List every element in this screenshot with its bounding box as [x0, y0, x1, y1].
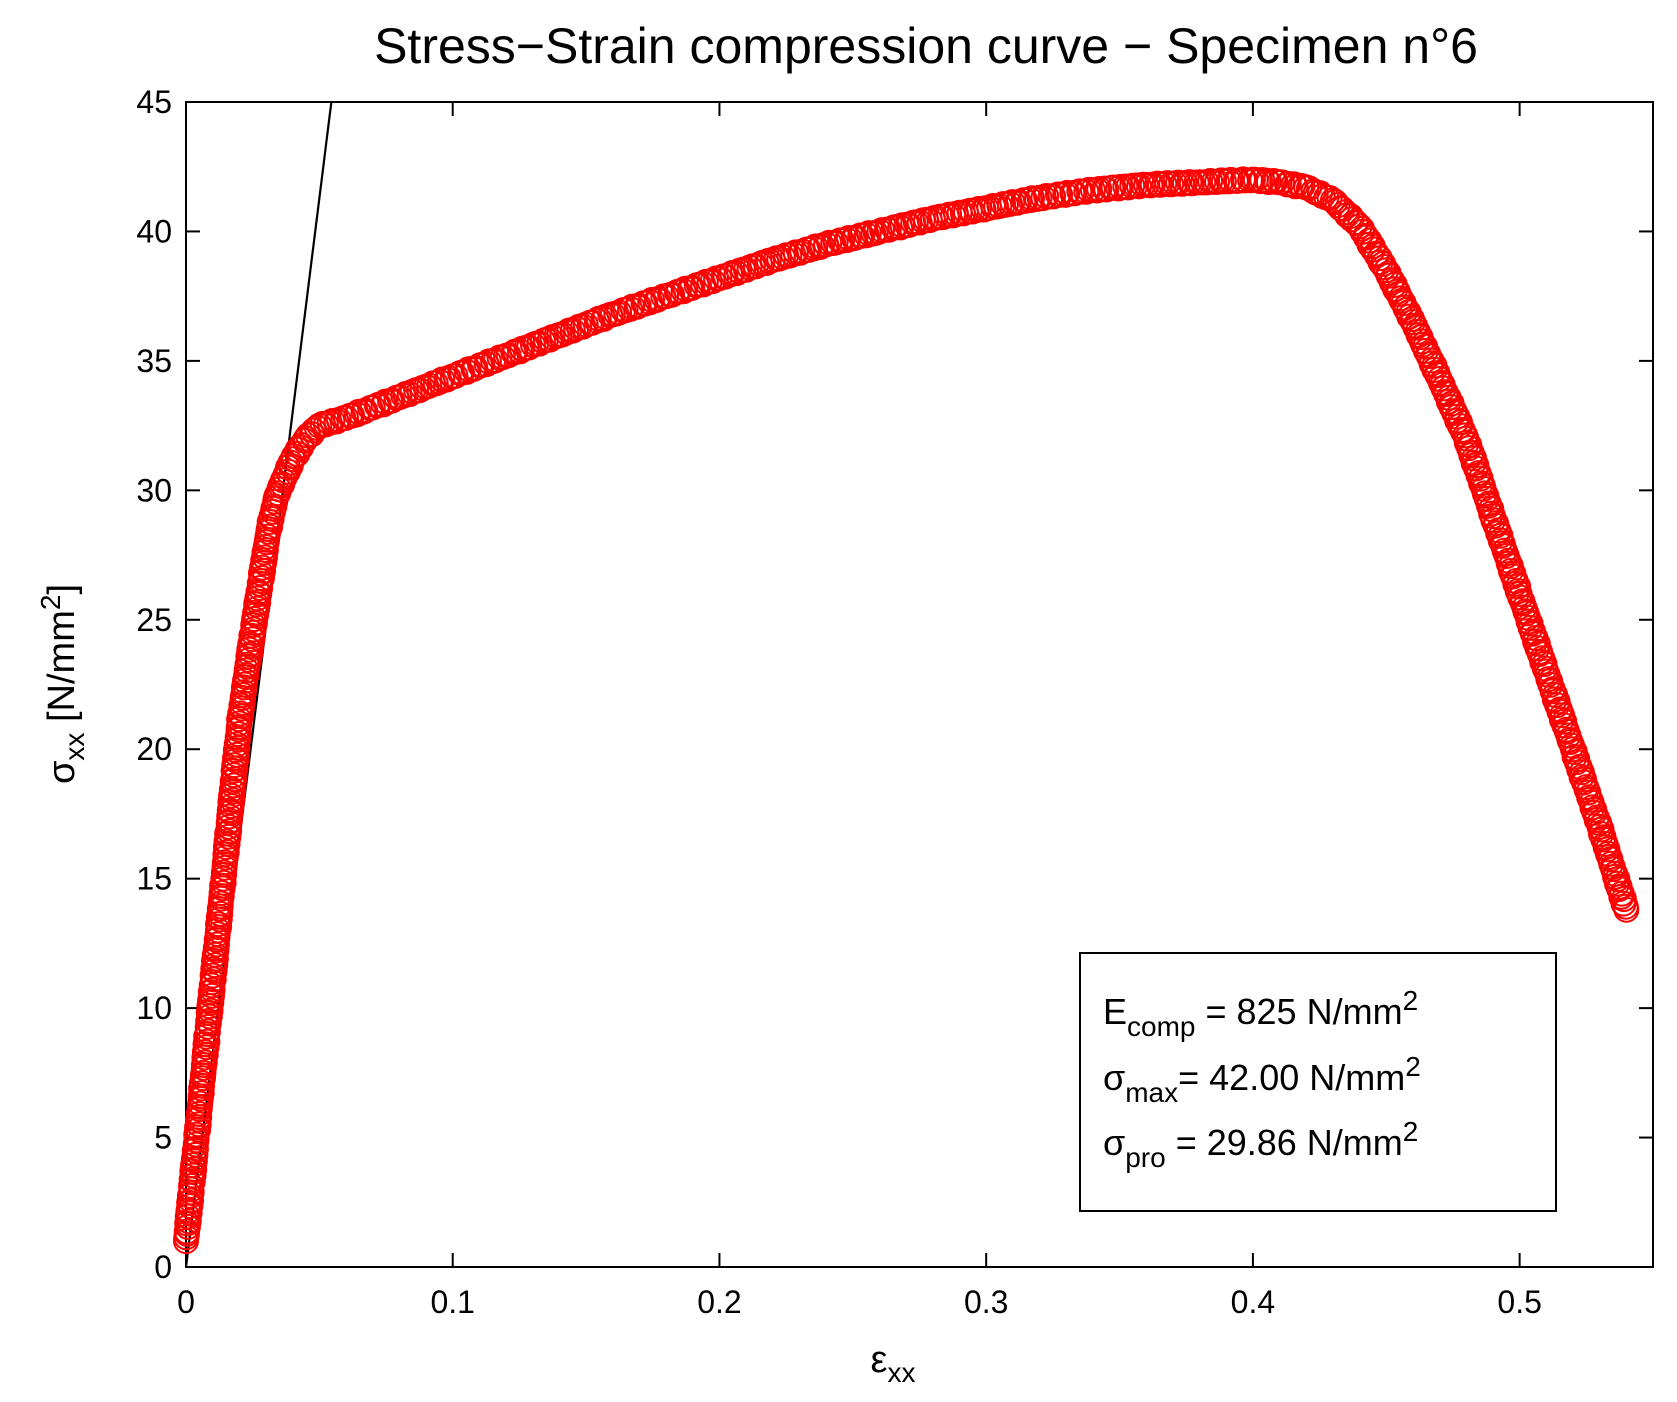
annotation-line-max-stress: σmax= 42.00 N/mm2: [1103, 1051, 1421, 1108]
y-tick-label: 5: [154, 1120, 172, 1156]
x-tick-label: 0.3: [964, 1284, 1008, 1320]
y-tick-label: 20: [136, 731, 172, 767]
plot-area: [185, 101, 1654, 1268]
chart-title: Stress−Strain compression curve − Specim…: [374, 18, 1478, 74]
data-point: [1613, 896, 1640, 923]
data-point: [1295, 175, 1322, 202]
data-point: [1332, 199, 1359, 226]
data-point: [242, 599, 269, 626]
data-point: [178, 1166, 205, 1193]
x-tick-label: 0: [177, 1284, 195, 1320]
y-axis-label-close: ]: [41, 584, 83, 595]
y-tick-label: 45: [136, 84, 172, 120]
annotation-line-proportional-stress: σpro = 29.86 N/mm2: [1103, 1116, 1418, 1173]
data-point: [712, 263, 739, 290]
x-axis-label-symbol: ε: [871, 1339, 888, 1381]
data-point: [1343, 210, 1370, 237]
y-axis-label-unit: [N/mm: [41, 610, 83, 732]
y-tick-label: 30: [136, 472, 172, 508]
modulus-fit-segment: [184, 101, 333, 1268]
data-point: [1253, 167, 1280, 194]
annotation-frame: [1079, 952, 1557, 1212]
x-tick-label: 0.4: [1231, 1284, 1275, 1320]
y-axis-label: σxx [N/mm2]: [35, 584, 90, 784]
data-point: [1329, 196, 1356, 223]
y-tick-label: 10: [136, 990, 172, 1026]
x-axis: 0 0.1 0.2 0.3 0.4 0.5: [177, 102, 1542, 1320]
y-tick-label: 40: [136, 213, 172, 249]
y-tick-label: 25: [136, 602, 172, 638]
x-axis-label-subscript: xx: [887, 1357, 915, 1388]
y-tick-label: 35: [136, 343, 172, 379]
annotation-line-modulus: Ecomp = 825 N/mm2: [1103, 985, 1418, 1042]
data-point: [199, 962, 226, 989]
y-axis-label-superscript: 2: [35, 595, 66, 611]
y-tick-label: 0: [154, 1249, 172, 1285]
x-tick-label: 0.5: [1497, 1284, 1541, 1320]
y-axis-label-symbol: σ: [41, 761, 83, 784]
y-tick-label: 15: [136, 861, 172, 897]
data-point: [237, 630, 264, 657]
data-markers: [173, 166, 1640, 1255]
modulus-fit-line: [184, 101, 333, 1268]
y-axis: 0 5 10 15 20 25 30 35 40 45: [136, 84, 1653, 1285]
x-tick-label: 0.1: [430, 1284, 474, 1320]
x-tick-label: 0.2: [697, 1284, 741, 1320]
y-axis-label-subscript: xx: [59, 733, 90, 761]
annotation-box: Ecomp = 825 N/mm2 σmax= 42.00 N/mm2 σpro…: [1079, 952, 1557, 1212]
data-point: [359, 394, 386, 421]
data-point: [200, 955, 227, 982]
x-axis-label: εxx: [871, 1339, 916, 1388]
data-point: [559, 317, 586, 344]
